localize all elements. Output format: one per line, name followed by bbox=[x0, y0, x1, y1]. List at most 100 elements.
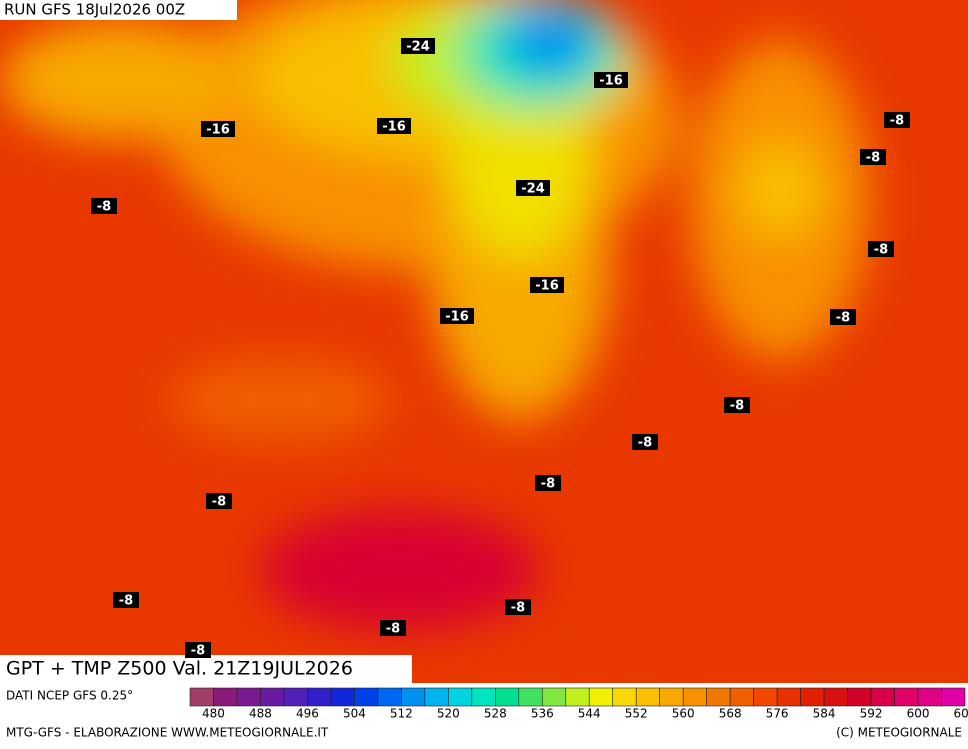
colorbar-swatch bbox=[471, 687, 496, 707]
colorbar-tick-label: 568 bbox=[719, 707, 742, 721]
contour-label: -8 bbox=[541, 477, 555, 492]
colorbar-tick-label: 528 bbox=[484, 707, 507, 721]
run-label: RUN GFS 18Jul2026 00Z bbox=[4, 1, 185, 19]
colorbar-tick-label: 520 bbox=[437, 707, 460, 721]
colorbar-swatch bbox=[307, 687, 332, 707]
contour-label: -8 bbox=[890, 114, 904, 129]
colorbar-tick-label: 584 bbox=[813, 707, 836, 721]
map-field bbox=[0, 0, 968, 683]
colorbar-swatch bbox=[847, 687, 872, 707]
contour-label: -8 bbox=[212, 495, 226, 510]
colorbar-tick-label: 560 bbox=[672, 707, 695, 721]
contour-label-box bbox=[201, 121, 235, 137]
contour-label-box bbox=[868, 241, 894, 257]
contour-label-box bbox=[830, 309, 856, 325]
colorbar-swatch bbox=[941, 687, 966, 707]
colorbar-swatch bbox=[448, 687, 473, 707]
contour-label-box bbox=[632, 434, 658, 450]
contour-label: -16 bbox=[206, 123, 230, 138]
colorbar-swatch bbox=[753, 687, 778, 707]
colorbar-swatch bbox=[354, 687, 379, 707]
contour-label-box bbox=[380, 620, 406, 636]
colorbar-swatch bbox=[612, 687, 637, 707]
contour-label-box bbox=[505, 599, 531, 615]
colorbar-swatch bbox=[565, 687, 590, 707]
contour-labels: -24 -16 -16 -16 -24 -8 -8 -8 -8 -16 -16 -8 -8 -8 -8 -8 -… bbox=[91, 38, 910, 659]
colorbar-swatch bbox=[894, 687, 919, 707]
colorbar-tick-label: 544 bbox=[578, 707, 601, 721]
colorbar-swatch bbox=[588, 687, 614, 707]
contour-label: -16 bbox=[382, 120, 406, 135]
contour-label-box bbox=[884, 112, 910, 128]
colorbar-swatch bbox=[776, 687, 801, 707]
colorbar-tick-label: 496 bbox=[296, 707, 319, 721]
colorbar-swatch bbox=[330, 687, 355, 707]
contour-label-box bbox=[535, 475, 561, 491]
contour-label: -24 bbox=[406, 40, 430, 55]
contour-label-box bbox=[206, 493, 232, 509]
contour-label: -8 bbox=[836, 311, 850, 326]
contour-label-box bbox=[377, 118, 411, 134]
colorbar-swatch bbox=[377, 687, 402, 707]
colorbar-swatch bbox=[870, 687, 895, 707]
contour-label-box bbox=[530, 277, 564, 293]
colorbar-swatch bbox=[213, 687, 238, 707]
contour-label: -8 bbox=[730, 399, 744, 414]
contour-label-box bbox=[91, 198, 117, 214]
colorbar-tick-label: 552 bbox=[625, 707, 648, 721]
colorbar-tick-label: 592 bbox=[860, 707, 883, 721]
colorbar-swatch bbox=[236, 687, 261, 707]
contour-label: -16 bbox=[535, 279, 559, 294]
contour-label: -16 bbox=[599, 74, 623, 89]
colorbar-swatch bbox=[729, 687, 754, 707]
contour-label: -24 bbox=[521, 182, 545, 197]
colorbar-swatch bbox=[541, 687, 567, 707]
colorbar-swatch bbox=[189, 687, 214, 707]
colorbar-tick-label: 512 bbox=[390, 707, 413, 721]
colorbar-tick-label: 488 bbox=[249, 707, 272, 721]
contour-label: -8 bbox=[191, 644, 205, 659]
contour-label: -8 bbox=[97, 200, 111, 215]
colorbar-swatch bbox=[800, 687, 825, 707]
contour-label: -8 bbox=[638, 436, 652, 451]
colorbar-swatch bbox=[260, 687, 285, 707]
colorbar-swatch bbox=[682, 687, 707, 707]
contour-label: -16 bbox=[445, 310, 469, 325]
contour-label: -8 bbox=[874, 243, 888, 258]
colorbar-tick-label: 576 bbox=[766, 707, 789, 721]
contour-label-box bbox=[113, 592, 139, 608]
footer-right: (C) METEOGIORNALE bbox=[836, 726, 962, 740]
colorbar-swatch bbox=[823, 687, 848, 707]
contour-label-box bbox=[401, 38, 435, 54]
contour-label: -8 bbox=[866, 151, 880, 166]
colorbar-tick-label: 536 bbox=[531, 707, 554, 721]
contour-label-box bbox=[594, 72, 628, 88]
contour-label: -8 bbox=[119, 594, 133, 609]
contour-label-box bbox=[724, 397, 750, 413]
contour-label: -8 bbox=[511, 601, 525, 616]
footer-left: MTG-GFS - ELABORAZIONE WWW.METEOGIORNALE… bbox=[6, 726, 329, 740]
contour-label: -8 bbox=[386, 622, 400, 637]
colorbar-tick-label: 600 bbox=[907, 707, 930, 721]
contour-label-box bbox=[516, 180, 550, 196]
contour-label-box bbox=[860, 149, 886, 165]
colorbar: 480 488 496 504 512 520 528 536 544 552 560 568 576 5… bbox=[189, 687, 968, 721]
colorbar-swatch bbox=[424, 687, 449, 707]
title-box bbox=[0, 655, 412, 683]
colorbar-tick-label: 608 bbox=[954, 707, 968, 721]
colorbar-swatch bbox=[401, 687, 426, 707]
contour-label-box bbox=[185, 642, 211, 658]
colorbar-swatch bbox=[283, 687, 308, 707]
map-title: GPT + TMP Z500 Val. 21Z19JUL2026 bbox=[6, 658, 353, 680]
colorbar-swatch bbox=[495, 687, 520, 707]
colorbar-swatch bbox=[659, 687, 684, 707]
colorbar-tick-label: 504 bbox=[343, 707, 366, 721]
run-box bbox=[0, 0, 237, 20]
source-label: DATI NCEP GFS 0.25° bbox=[6, 689, 133, 703]
colorbar-tick-label: 480 bbox=[202, 707, 225, 721]
colorbar-swatch bbox=[518, 687, 543, 707]
colorbar-swatch bbox=[917, 687, 942, 707]
contour-label-box bbox=[440, 308, 474, 324]
